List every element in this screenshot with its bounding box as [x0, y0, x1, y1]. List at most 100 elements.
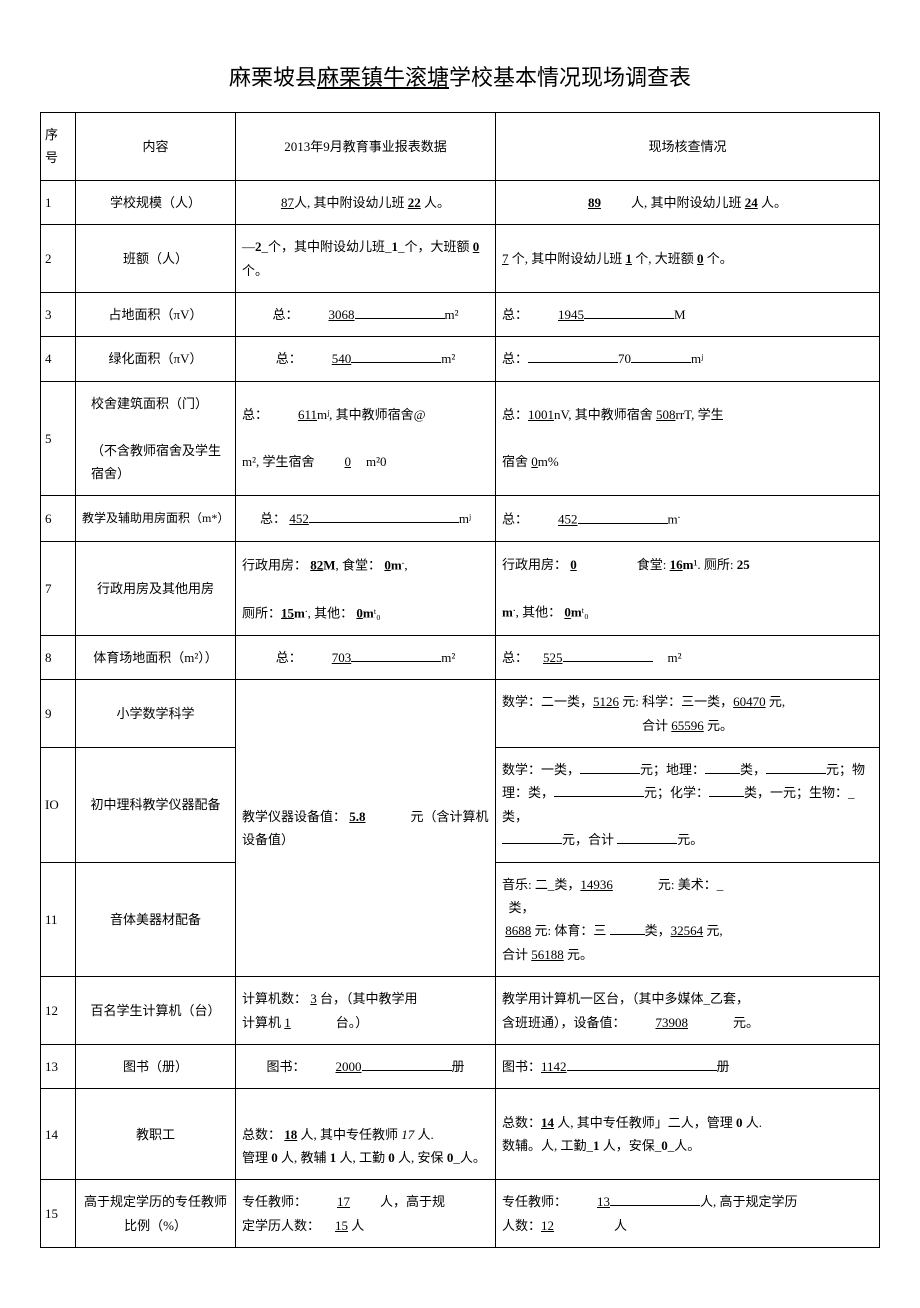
header-content: 内容: [76, 113, 236, 181]
table-row: 5 校舍建筑面积（门） （不含教师宿舍及学生宿舍） 总：611mʲ, 其中教师宿…: [41, 381, 880, 496]
actual-building: 1001: [528, 407, 554, 422]
reported-teaching-computers: 1: [284, 1015, 291, 1030]
table-row: 4 绿化面积（πV） 总：540m² 总：70mʲ: [41, 337, 880, 381]
row-label: 学校规模（人）: [76, 180, 236, 224]
row-num: 4: [41, 337, 76, 381]
row-label: 教职工: [76, 1089, 236, 1180]
actual-art: 8688: [505, 923, 531, 938]
reported-mgmt: 0: [271, 1150, 278, 1165]
row-label: 体育场地面积（m²））: [76, 635, 236, 679]
row-reported: 总：540m²: [236, 337, 496, 381]
row-num: 9: [41, 680, 76, 748]
actual-staff-total: 14: [541, 1115, 554, 1130]
row-reported: 总：703m²: [236, 635, 496, 679]
reported-area: 3068: [329, 307, 355, 322]
reported-toilet: 15: [281, 605, 294, 620]
label-line2: 比例（%）: [124, 1218, 187, 1233]
actual-sports: 525: [543, 650, 563, 665]
row-num: 6: [41, 496, 76, 542]
actual-math: 5126: [593, 694, 619, 709]
actual-kinder: 24: [745, 195, 758, 210]
table-row: 1 学校规模（人） 87人, 其中附设幼儿班 22 人。 89人, 其中附设幼儿…: [41, 180, 880, 224]
actual-student-dorm: 0: [531, 454, 538, 469]
row-reported: 行政用房： 82M, 食堂： 0m., 厕所：15m., 其他： 0mᵗ₀: [236, 542, 496, 636]
table-row: 3 占地面积（πV） 总：3068m² 总：1945M: [41, 292, 880, 336]
row-reported: 计算机数： 3 台，（其中教学用 计算机 1台。）: [236, 977, 496, 1045]
title-school: 麻栗镇牛滚塘: [317, 65, 449, 90]
row-actual: 总：1945M: [496, 292, 880, 336]
reported-books: 2000: [336, 1059, 362, 1074]
page-title: 麻栗坡县麻栗镇牛滚塘学校基本情况现场调查表: [40, 60, 880, 92]
reported-student-dorm: 0: [345, 454, 352, 469]
survey-table: 序号 内容 2013年9月教育事业报表数据 现场核查情况 1 学校规模（人） 8…: [40, 112, 880, 1248]
actual-security: 0: [661, 1138, 668, 1153]
row-num: 11: [41, 862, 76, 977]
table-row: 9 小学数学科学 教学仪器设备值： 5.8元（含计算机设备值） 数学：二一类，5…: [41, 680, 880, 748]
label-line1: 校舍建筑面积（门）: [91, 392, 229, 415]
row-reported: —2_个，其中附设幼儿班_1_个，大班额 0 个。: [236, 225, 496, 293]
reported-building: 611: [298, 407, 317, 422]
row-actual: 教学用计算机一区台，（其中多媒体_乙套， 含班班通），设备值：73908元。: [496, 977, 880, 1045]
reported-large: 0: [473, 239, 480, 254]
row-actual: 图书：1142册: [496, 1044, 880, 1088]
row-label: 高于规定学历的专任教师 比例（%）: [76, 1180, 236, 1248]
row-actual: 7 个, 其中附设幼儿班 1 个, 大班额 0 个。: [496, 225, 880, 293]
actual-green: 70: [618, 351, 631, 366]
reported-computers: 3: [310, 991, 317, 1006]
reported-above: 15: [335, 1218, 348, 1233]
table-row: 8 体育场地面积（m²）） 总：703m² 总：525m²: [41, 635, 880, 679]
actual-total: 65596: [671, 718, 704, 733]
header-actual: 现场核查情况: [496, 113, 880, 181]
row-label: 小学数学科学: [76, 680, 236, 748]
row-reported: 总： 452mʲ: [236, 496, 496, 542]
row-num: IO: [41, 748, 76, 863]
row-label: 图书（册）: [76, 1044, 236, 1088]
row-label: 百名学生计算机（台）: [76, 977, 236, 1045]
row-label: 班额（人）: [76, 225, 236, 293]
actual-pe: 32564: [671, 923, 704, 938]
table-row: 6 教学及辅助用房面积（m*） 总： 452mʲ 总：452m.: [41, 496, 880, 542]
actual-equip-value: 73908: [656, 1015, 689, 1030]
actual-toilet: 25: [737, 557, 750, 572]
reported-fulltime-teachers: 17: [337, 1194, 350, 1209]
actual-teaching-area: 452: [558, 512, 578, 527]
table-row: 2 班额（人） —2_个，其中附设幼儿班_1_个，大班额 0 个。 7 个, 其…: [41, 225, 880, 293]
reported-classes: 2: [255, 239, 262, 254]
row-reported: 总数： 18 人, 其中专任教师 17 人. 管理 0 人, 教辅 1 人, 工…: [236, 1089, 496, 1180]
row-label: 初中理科教学仪器配备: [76, 748, 236, 863]
row-num: 5: [41, 381, 76, 496]
row-actual: 总：452m.: [496, 496, 880, 542]
header-reported: 2013年9月教育事业报表数据: [236, 113, 496, 181]
table-row: 12 百名学生计算机（台） 计算机数： 3 台，（其中教学用 计算机 1台。） …: [41, 977, 880, 1045]
header-num: 序号: [41, 113, 76, 181]
reported-staff-total: 18: [284, 1127, 297, 1142]
row-reported: 总：611mʲ, 其中教师宿舍@ m², 学生宿舍0m²0: [236, 381, 496, 496]
actual-teacher-dorm: 508: [656, 407, 676, 422]
actual-mgmt: 0: [736, 1115, 743, 1130]
table-header-row: 序号 内容 2013年9月教育事业报表数据 现场核查情况: [41, 113, 880, 181]
row-actual: 专任教师：13人, 高于规定学历 人数：12人: [496, 1180, 880, 1248]
actual-people: 89: [588, 195, 601, 210]
actual-large: 0: [697, 251, 704, 266]
row-reported: 总：3068m²: [236, 292, 496, 336]
table-row: 7 行政用房及其他用房 行政用房： 82M, 食堂： 0m., 厕所：15m.,…: [41, 542, 880, 636]
reported-fulltime: 17: [401, 1127, 414, 1142]
reported-admin: 82: [310, 557, 323, 572]
row-num: 2: [41, 225, 76, 293]
row-actual: 行政用房： 0食堂: 16m¹. 厕所: 25 m., 其他： 0mᵗ₀: [496, 542, 880, 636]
row-num: 15: [41, 1180, 76, 1248]
actual-kinder-class: 1: [626, 251, 633, 266]
row-num: 8: [41, 635, 76, 679]
row-actual: 总：1001nV, 其中教师宿舍 508rrT, 学生 宿舍 0m%: [496, 381, 880, 496]
table-row: 13 图书（册） 图书：2000册 图书：1142册: [41, 1044, 880, 1088]
row-label: 行政用房及其他用房: [76, 542, 236, 636]
reported-people: 87: [281, 195, 294, 210]
row-actual: 总：70mʲ: [496, 337, 880, 381]
reported-sports: 703: [332, 650, 352, 665]
row-reported: 图书：2000册: [236, 1044, 496, 1088]
row-label: 绿化面积（πV）: [76, 337, 236, 381]
row-actual: 89人, 其中附设幼儿班 24 人。: [496, 180, 880, 224]
row-actual: 总：525m²: [496, 635, 880, 679]
title-suffix: 学校基本情况现场调查表: [449, 65, 691, 90]
row-actual: 音乐: 二_类，14936元: 美术：_ 类， 8688 元: 体育：三 类，3…: [496, 862, 880, 977]
